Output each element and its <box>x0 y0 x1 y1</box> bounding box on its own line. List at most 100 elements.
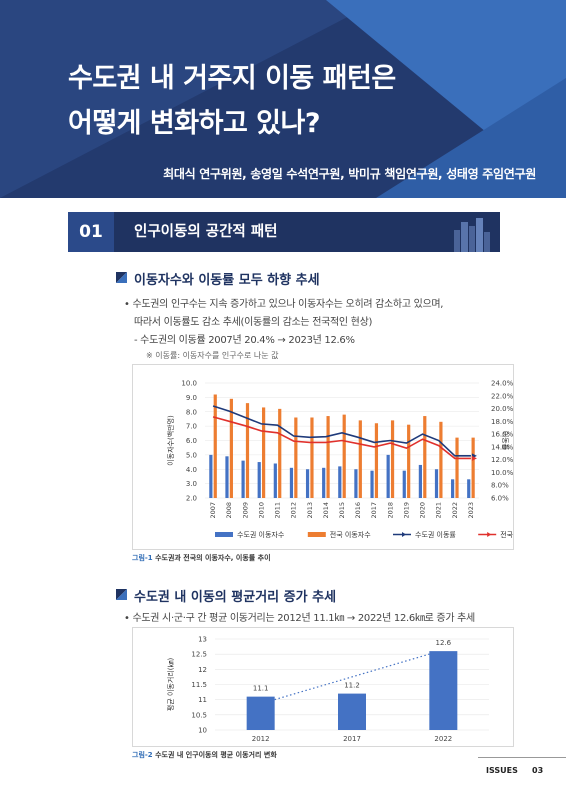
chart-2: 13 12.5 12 11.5 11 10.5 10 평균 이동거리(㎞) 11.1 2012 11… <box>166 636 489 743</box>
subsection-title-2: 수도권 내 이동의 평균거리 증가 추세 <box>134 590 337 605</box>
y-tick-label: 2.0 <box>186 495 197 503</box>
y-axis-title: 평균 이동거리(㎞) <box>166 658 175 712</box>
bar-distance <box>246 696 275 730</box>
figure-1-label: 그림-1 <box>132 554 153 562</box>
x-tick-label: 2018 <box>386 502 394 519</box>
line-seoul-rate <box>212 405 471 457</box>
legend-arrow <box>402 532 406 537</box>
y-tick-label: 7.0 <box>186 423 197 431</box>
bullet-text-continued: 따라서 이동률도 감소 추세(이동률의 감소는 전국적인 현상) <box>134 317 373 328</box>
x-tick-label: 2016 <box>354 502 362 519</box>
bar-national-movers <box>374 423 379 498</box>
bar-seoul-movers <box>402 470 406 498</box>
footnote: ※ 이동률: 이동자수를 인구수로 나눈 값 <box>146 351 279 360</box>
bar-seoul-movers <box>434 469 439 498</box>
y-tick-label: 10.0 <box>181 380 197 388</box>
page-number: 03 <box>532 766 544 775</box>
section-marker-icon <box>116 272 127 283</box>
bar-seoul-movers <box>338 466 342 498</box>
bar-seoul-movers <box>257 462 261 498</box>
y2-tick-label: 20.0% <box>491 405 513 413</box>
x-tick-label: 2011 <box>274 502 282 519</box>
bar-seoul-movers <box>370 470 374 498</box>
legend-label: 전국 이동률 <box>500 530 513 539</box>
figure-2-label: 그림-2 <box>132 751 153 759</box>
x-tick-label: 2012 <box>252 735 270 743</box>
legend-label: 전국 이동자수 <box>330 530 371 539</box>
bar-national-movers <box>471 437 475 498</box>
title-line-1: 수도권 내 거주지 이동 패턴은 <box>68 63 396 94</box>
x-tick-label: 2022 <box>451 502 459 519</box>
y2-tick-label: 8.0% <box>491 482 509 490</box>
data-label: 11.2 <box>344 682 360 690</box>
legend-label: 수도권 이동률 <box>415 530 456 539</box>
legend-label: 수도권 이동자수 <box>237 530 285 539</box>
footer-issues: ISSUES <box>486 766 518 775</box>
x-tick-label: 2013 <box>306 502 314 519</box>
dash-item: - 수도권의 이동률 2007년 20.4% → 2023년 12.6% <box>134 335 355 346</box>
figure-1-caption: 그림-1 수도권과 전국의 이동자수, 이동률 추이 <box>132 553 271 563</box>
footer-rule <box>478 757 566 758</box>
bar-national-movers <box>245 403 250 498</box>
bar-national-movers <box>358 420 362 498</box>
bar-seoul-movers <box>241 460 245 498</box>
bar-seoul-movers <box>418 464 422 498</box>
y-tick-label: 13 <box>198 636 207 644</box>
city-skyline-icon <box>454 218 490 252</box>
y2-tick-label: 6.0% <box>491 495 509 503</box>
bar-national-movers <box>229 398 233 498</box>
y2-tick-label: 16.0% <box>491 431 513 439</box>
y-tick-label: 12 <box>198 666 207 674</box>
x-tick-label: 2009 <box>241 502 249 519</box>
bar-seoul-movers <box>322 467 326 498</box>
bar-national-movers <box>213 394 217 498</box>
y-tick-label: 10.5 <box>191 711 207 719</box>
x-tick-label: 2010 <box>257 502 265 519</box>
bar-national-movers <box>423 416 427 498</box>
bar-seoul-movers <box>354 469 358 498</box>
y-tick-label: 8.0 <box>186 408 197 416</box>
title-line-2: 어떻게 변화하고 있나? <box>68 108 321 139</box>
section-marker-icon <box>116 589 127 600</box>
bar-distance <box>429 651 458 730</box>
y-tick-label: 10 <box>198 727 207 735</box>
bar-national-movers <box>326 416 330 498</box>
hero-banner: 수도권 내 거주지 이동 패턴은 어떻게 변화하고 있나? 최대식 연구위원, … <box>0 0 566 198</box>
bar-seoul-movers <box>467 479 471 498</box>
bar-seoul-movers <box>273 463 277 498</box>
bar-distance <box>338 693 366 730</box>
chart-1: 10.0 9.0 8.0 7.0 6.0 5.0 4.0 3.0 2.0 24.0% 22.0% 20… <box>166 380 535 540</box>
y2-tick-label: 22.0% <box>491 392 513 400</box>
bar-national-movers <box>310 417 314 498</box>
x-tick-label: 2023 <box>467 502 475 519</box>
figure-1-text: 수도권과 전국의 이동자수, 이동률 추이 <box>155 554 271 562</box>
y2-tick-label: 24.0% <box>491 380 513 388</box>
bar-national-movers <box>390 420 395 498</box>
x-tick-label: 2012 <box>290 502 298 519</box>
hero-decoration <box>0 0 380 198</box>
y-axis-title: 이동자수(백만명) <box>166 415 175 466</box>
hero-decoration <box>376 78 566 198</box>
section-bar <box>68 212 500 252</box>
bullet-text: • 수도권의 인구수는 지속 증가하고 있으나 이동자수는 오히려 감소하고 있… <box>124 299 444 310</box>
chart-2-frame: 13 12.5 12 11.5 11 10.5 10 평균 이동거리(㎞) 11.1 2012 11… <box>132 627 514 747</box>
y2-tick-label: 10.0% <box>491 469 513 477</box>
x-tick-label: 2020 <box>419 502 427 519</box>
bar-seoul-movers <box>209 454 213 498</box>
y-tick-label: 11 <box>198 696 207 704</box>
x-tick-label: 2017 <box>343 735 361 743</box>
line-national-rate <box>212 416 471 460</box>
bar-seoul-movers <box>289 467 294 498</box>
y-tick-label: 4.0 <box>186 466 197 474</box>
data-label: 11.1 <box>253 685 269 693</box>
bar-national-movers <box>342 414 346 498</box>
figure-2-caption: 그림-2 수도권 내 인구이동의 평균 이동거리 변화 <box>132 750 277 760</box>
y-tick-label: 5.0 <box>186 451 197 459</box>
bar-national-movers <box>407 424 411 498</box>
section-title: 인구이동의 공간적 패턴 <box>134 224 278 240</box>
legend-swatch <box>307 532 326 537</box>
x-tick-label: 2017 <box>370 502 378 519</box>
line-end-arrow <box>471 455 477 461</box>
y2-tick-label: 12.0% <box>491 456 513 464</box>
y-tick-label: 9.0 <box>186 394 197 402</box>
